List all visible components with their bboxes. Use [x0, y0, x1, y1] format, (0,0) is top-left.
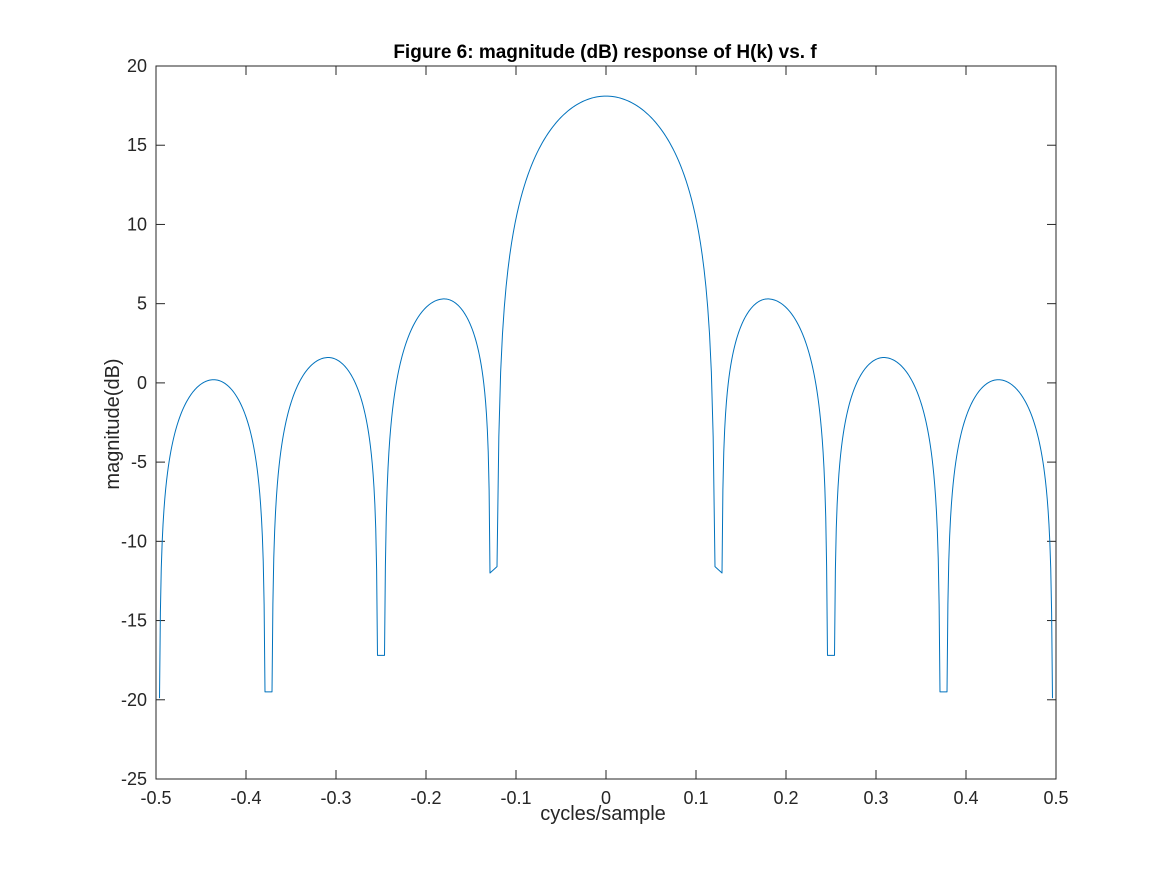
x-axis-label: cycles/sample [540, 803, 666, 825]
x-tick-label: -0.3 [320, 788, 351, 808]
x-tick-label: 0.5 [1043, 788, 1068, 808]
y-tick-label: 15 [127, 135, 147, 155]
plot-area [156, 66, 1056, 779]
y-tick-label: -20 [121, 690, 147, 710]
x-tick-label: 0.3 [863, 788, 888, 808]
x-tick-label: 0.1 [683, 788, 708, 808]
y-tick-label: -15 [121, 611, 147, 631]
x-tick-label: 0 [601, 788, 611, 808]
x-tick-label: 0.4 [953, 788, 978, 808]
y-tick-label: -5 [131, 452, 147, 472]
series-line [159, 95, 1053, 699]
series-layer [159, 95, 1053, 699]
x-tick-label: -0.4 [230, 788, 261, 808]
y-tick-label: -10 [121, 531, 147, 551]
y-tick-label: 5 [137, 294, 147, 314]
chart-title: Figure 6: magnitude (dB) response of H(k… [393, 42, 817, 63]
x-tick-label: -0.1 [500, 788, 531, 808]
ticklabels-layer: -0.5 -0.4 -0.3 -0.2 -0.1 0 0.1 0.2 0.3 0.4 0.5 20 15… [121, 56, 1069, 808]
y-tick-label: 20 [127, 56, 147, 76]
x-tick-label: 0.2 [773, 788, 798, 808]
y-tick-label: 0 [137, 373, 147, 393]
x-tick-label: -0.5 [140, 788, 171, 808]
y-axis-label: magnitude(dB) [102, 358, 124, 489]
axes-box [155, 65, 1057, 780]
y-tick-label: -25 [121, 769, 147, 789]
x-tick-label: -0.2 [410, 788, 441, 808]
y-tick-label: 10 [127, 214, 147, 234]
